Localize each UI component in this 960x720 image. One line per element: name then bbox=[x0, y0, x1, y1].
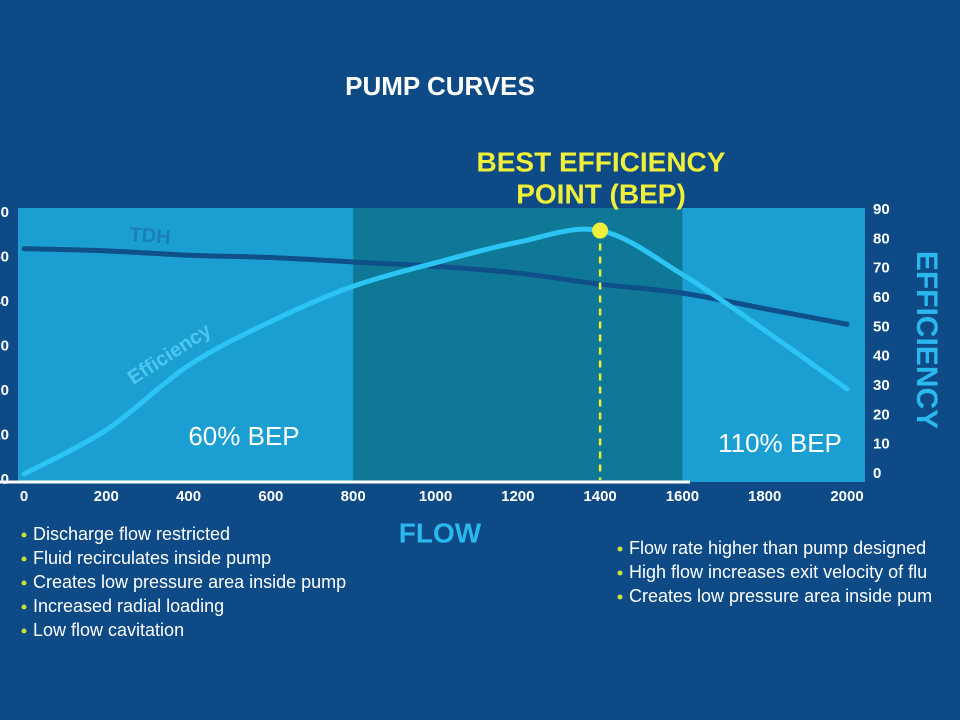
note: High flow increases exit velocity of flu bbox=[629, 562, 927, 582]
y2-tick-label: 70 bbox=[873, 260, 890, 277]
y-tick-label: 50 bbox=[0, 248, 9, 265]
x-tick-label: 1400 bbox=[583, 488, 616, 505]
bullet bbox=[617, 594, 623, 600]
y2-tick-label: 90 bbox=[873, 201, 890, 218]
x-tick-label: 400 bbox=[176, 488, 201, 505]
x-tick-label: 800 bbox=[341, 488, 366, 505]
y2-tick-label: 50 bbox=[873, 318, 890, 335]
bullet bbox=[21, 580, 27, 586]
y-tick-label: 0 bbox=[1, 471, 9, 488]
bep-label: BEST EFFICIENCY bbox=[477, 146, 726, 177]
x-tick-label: 1200 bbox=[501, 488, 534, 505]
y2-tick-label: 30 bbox=[873, 377, 890, 394]
chart-title: PUMP CURVES bbox=[345, 71, 535, 101]
bullet bbox=[617, 546, 623, 552]
bep-point bbox=[592, 222, 609, 239]
x-tick-label: 1000 bbox=[419, 488, 452, 505]
zone-label: 110% BEP bbox=[718, 428, 842, 458]
y-tick-label: 10 bbox=[0, 426, 9, 443]
note: Increased radial loading bbox=[33, 596, 224, 616]
x-axis-label: FLOW bbox=[399, 517, 482, 548]
note: Creates low pressure area inside pum bbox=[629, 586, 932, 606]
series-line bbox=[21, 246, 850, 327]
zone-label: 60% BEP bbox=[188, 421, 299, 451]
y2-tick-label: 20 bbox=[873, 406, 890, 423]
note: Flow rate higher than pump designed bbox=[629, 538, 926, 558]
y2-axis-label: EFFICIENCY bbox=[910, 251, 943, 429]
note: Fluid recirculates inside pump bbox=[33, 548, 271, 568]
series-label: TDH bbox=[129, 224, 172, 249]
bullet bbox=[21, 628, 27, 634]
x-tick-label: 1800 bbox=[748, 488, 781, 505]
x-tick-label: 0 bbox=[20, 488, 28, 505]
y2-tick-label: 0 bbox=[873, 465, 881, 482]
y-tick-label: 30 bbox=[0, 337, 9, 354]
bullet bbox=[21, 556, 27, 562]
y-tick-label: 60 bbox=[0, 204, 9, 221]
note: Low flow cavitation bbox=[33, 620, 184, 640]
x-tick-label: 200 bbox=[94, 488, 119, 505]
note: Creates low pressure area inside pump bbox=[33, 572, 346, 592]
bullet bbox=[21, 532, 27, 538]
y-tick-label: 20 bbox=[0, 382, 9, 399]
y-tick-label: 40 bbox=[0, 293, 9, 310]
y2-tick-label: 60 bbox=[873, 289, 890, 306]
bep-label: POINT (BEP) bbox=[516, 178, 686, 209]
bullet bbox=[21, 604, 27, 610]
x-tick-label: 1600 bbox=[666, 488, 699, 505]
note: Discharge flow restricted bbox=[33, 524, 230, 544]
bep-zone bbox=[353, 208, 683, 482]
y2-tick-label: 40 bbox=[873, 348, 890, 365]
y2-tick-label: 10 bbox=[873, 436, 890, 453]
bullet bbox=[617, 570, 623, 576]
x-tick-label: 2000 bbox=[830, 488, 863, 505]
y2-tick-label: 80 bbox=[873, 230, 890, 247]
x-tick-label: 600 bbox=[258, 488, 283, 505]
series-line bbox=[21, 226, 850, 477]
